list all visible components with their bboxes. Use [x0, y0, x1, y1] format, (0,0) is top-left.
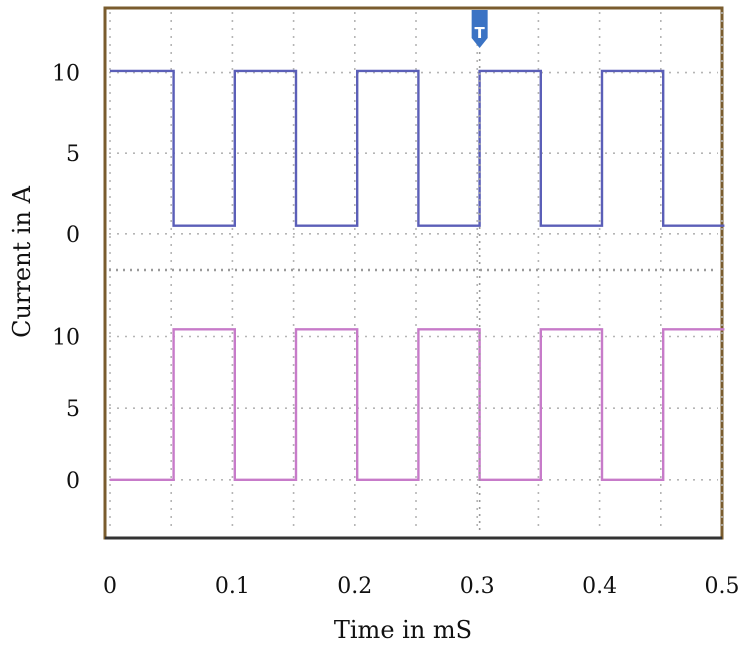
plot-frame — [103, 6, 724, 540]
trigger-marker-shape — [471, 10, 488, 48]
x-tick-labels: 0 0.1 0.2 0.3 0.4 0.5 — [103, 574, 740, 599]
trigger-marker-label: T — [475, 24, 486, 42]
y-tick-label: 5 — [66, 397, 80, 422]
series-layer — [110, 69, 725, 481]
x-axis-title: Time in mS — [334, 616, 472, 644]
series-upper-current — [110, 69, 725, 227]
x-tick-label: 0.1 — [215, 574, 250, 599]
x-tick-label: 0.3 — [460, 574, 495, 599]
y-tick-label: 10 — [52, 62, 80, 87]
series-lower-current — [110, 328, 725, 481]
plot-border — [103, 6, 724, 540]
x-tick-label: 0.5 — [705, 574, 740, 599]
y-tick-label: 5 — [66, 142, 80, 167]
y-tick-label: 0 — [66, 223, 80, 248]
x-tick-label: 0.4 — [582, 574, 617, 599]
y-axis-title: Current in A — [8, 185, 36, 337]
y-tick-label: 10 — [52, 326, 80, 351]
y-tick-labels: 10 5 0 10 5 0 — [52, 62, 80, 494]
x-tick-label: 0 — [103, 574, 117, 599]
trigger-marker: T — [471, 10, 488, 532]
x-tick-label: 0.2 — [337, 574, 372, 599]
y-tick-label: 0 — [66, 469, 80, 494]
